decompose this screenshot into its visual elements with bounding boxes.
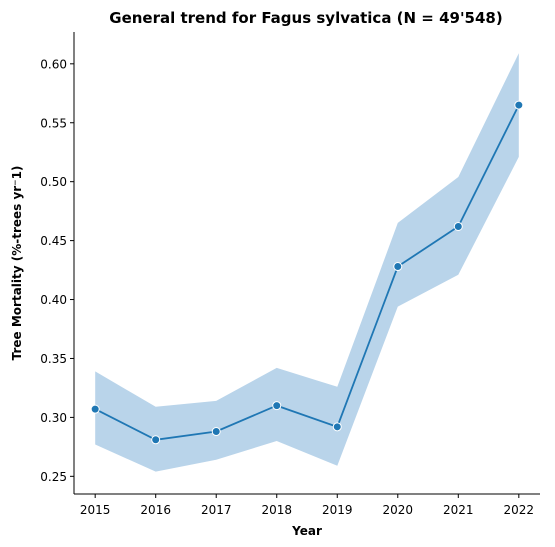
y-tick-label: 0.60: [40, 57, 67, 71]
data-point: [151, 435, 161, 445]
x-tick-label: 2022: [504, 503, 535, 517]
x-tick-label: 2019: [322, 503, 353, 517]
data-point: [453, 221, 463, 231]
data-point: [90, 404, 100, 414]
data-point: [272, 401, 282, 411]
x-tick-label: 2021: [443, 503, 474, 517]
x-tick-label: 2015: [80, 503, 111, 517]
y-tick-label: 0.45: [40, 234, 67, 248]
y-tick-label: 0.30: [40, 411, 67, 425]
y-tick-label: 0.35: [40, 352, 67, 366]
y-tick-label: 0.55: [40, 116, 67, 130]
y-ticks: 0.25 0.30 0.35 0.40 0.45 0.50 0.55 0.60: [40, 57, 74, 484]
data-point: [211, 427, 221, 437]
data-point: [332, 422, 342, 432]
x-ticks: 2015 2016 2017 2018 2019 2020 2021 2022: [80, 494, 534, 517]
y-tick-label: 0.50: [40, 175, 67, 189]
x-tick-label: 2020: [383, 503, 414, 517]
y-tick-label: 0.40: [40, 293, 67, 307]
data-point: [393, 262, 403, 272]
chart-title: General trend for Fagus sylvatica (N = 4…: [109, 9, 502, 27]
x-tick-label: 2016: [140, 503, 171, 517]
x-tick-label: 2018: [261, 503, 292, 517]
data-point: [514, 100, 524, 110]
x-tick-label: 2017: [201, 503, 232, 517]
y-tick-label: 0.25: [40, 470, 67, 484]
series-line: [94, 104, 520, 441]
confidence-band: [95, 53, 519, 472]
y-axis-label: Tree Mortality (%-trees yr⁻1): [10, 166, 24, 361]
plot-area: [90, 53, 524, 472]
x-axis-label: Year: [291, 524, 322, 538]
